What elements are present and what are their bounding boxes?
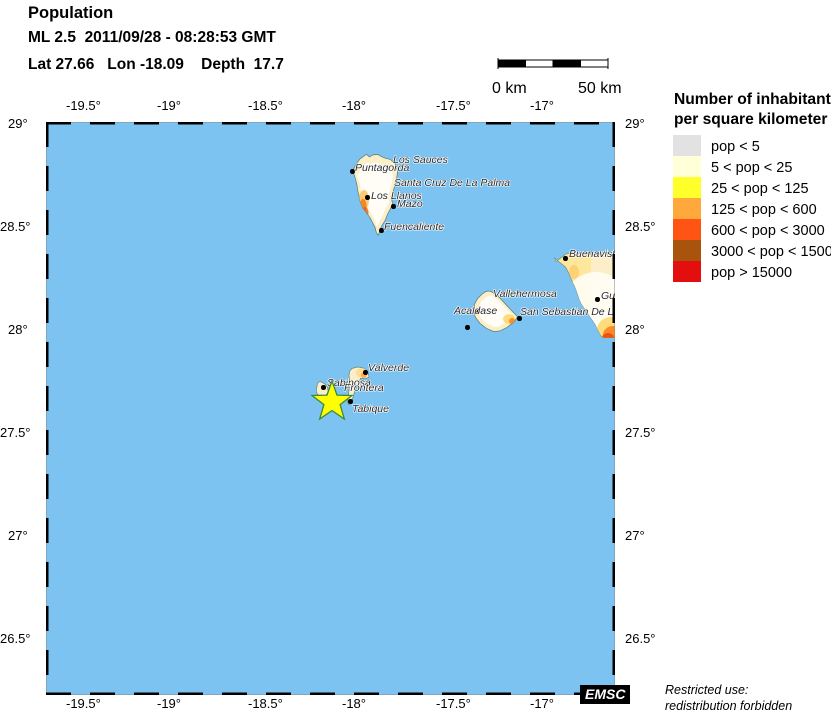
svg-text:pop < 5: pop < 5: [711, 139, 760, 155]
svg-text:3000 < pop < 15000: 3000 < pop < 15000: [711, 244, 831, 260]
svg-text:pop > 15000: pop > 15000: [711, 265, 792, 281]
svg-text:600 < pop < 3000: 600 < pop < 3000: [711, 223, 825, 239]
svg-text:125 < pop < 600: 125 < pop < 600: [711, 202, 817, 218]
svg-text:25 < pop < 125: 25 < pop < 125: [711, 181, 809, 197]
svg-text:5 < pop < 25: 5 < pop < 25: [711, 160, 792, 176]
